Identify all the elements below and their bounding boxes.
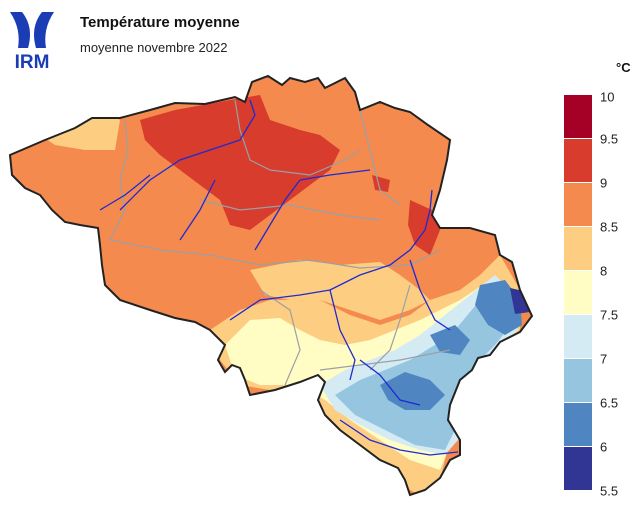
legend-tick-label: 9.5 — [600, 131, 619, 147]
zone-spot-9 — [372, 175, 390, 192]
border-brussels-brabant — [199, 199, 381, 221]
border-hainaut-namur — [259, 289, 301, 386]
legend-tick-label: 8.5 — [600, 219, 619, 235]
legend-swatch — [564, 447, 592, 490]
zone-ardennes-6_5 — [335, 290, 515, 450]
legend-swatch — [564, 359, 592, 402]
rivers — [99, 99, 459, 456]
legend-tick-label: 7 — [600, 351, 608, 367]
border-limburg — [359, 109, 401, 206]
river-lesse — [359, 359, 421, 406]
river-ourthe — [409, 259, 451, 331]
legend-swatch — [564, 315, 592, 358]
map-title: Température moyenne — [80, 14, 240, 31]
zone-center-8 — [250, 260, 430, 320]
legend-swatch — [564, 95, 592, 138]
river-semois — [339, 419, 459, 456]
legend-unit: °C — [616, 60, 631, 75]
river-demer — [299, 169, 371, 181]
river-scheldt — [119, 99, 256, 211]
map-subtitle: moyenne novembre 2022 — [80, 40, 228, 55]
zone-ardennes-6 — [380, 372, 445, 410]
logo-text: IRM — [15, 52, 50, 72]
province-borders — [109, 99, 451, 386]
legend-swatch — [564, 183, 592, 226]
legend-swatch — [564, 271, 592, 314]
legend-swatch — [564, 139, 592, 182]
river-dender — [179, 179, 216, 241]
legend-tick-label: 7.5 — [600, 307, 619, 323]
border-language — [109, 239, 441, 269]
legend-tick-label: 6 — [600, 439, 608, 455]
border-namur-liege — [369, 284, 411, 371]
irm-logo: IRM — [10, 12, 54, 72]
zone-north-9 — [140, 95, 340, 230]
zone-highfens-6 — [475, 280, 522, 335]
legend-swatch — [564, 227, 592, 270]
river-meuse-south — [329, 289, 356, 381]
legend-swatch — [564, 403, 592, 446]
logo-emblem-right — [34, 12, 54, 48]
legend-tick-label: 6.5 — [600, 395, 619, 411]
logo-emblem-left — [10, 12, 30, 48]
belgium-outline — [8, 74, 534, 497]
temperature-map — [8, 74, 534, 497]
river-meuse — [329, 189, 433, 291]
border-antwerp — [234, 99, 361, 176]
legend-tick-label: 5.5 — [600, 483, 619, 499]
zone-east-6 — [430, 325, 470, 355]
header: Température moyenne moyenne novembre 202… — [80, 14, 240, 55]
river-dyle — [254, 179, 301, 251]
border-west-east-flanders — [109, 119, 129, 241]
border-luxembourg — [319, 349, 451, 371]
river-lys — [99, 174, 151, 211]
legend-tick-label: 10 — [600, 89, 615, 105]
legend-tick-label: 8 — [600, 263, 608, 279]
color-legend: 10 9.5 9 8.5 8 7.5 7 6.5 6 5.5 — [564, 90, 640, 499]
legend-tick-label: 9 — [600, 175, 608, 191]
river-sambre — [229, 289, 331, 321]
